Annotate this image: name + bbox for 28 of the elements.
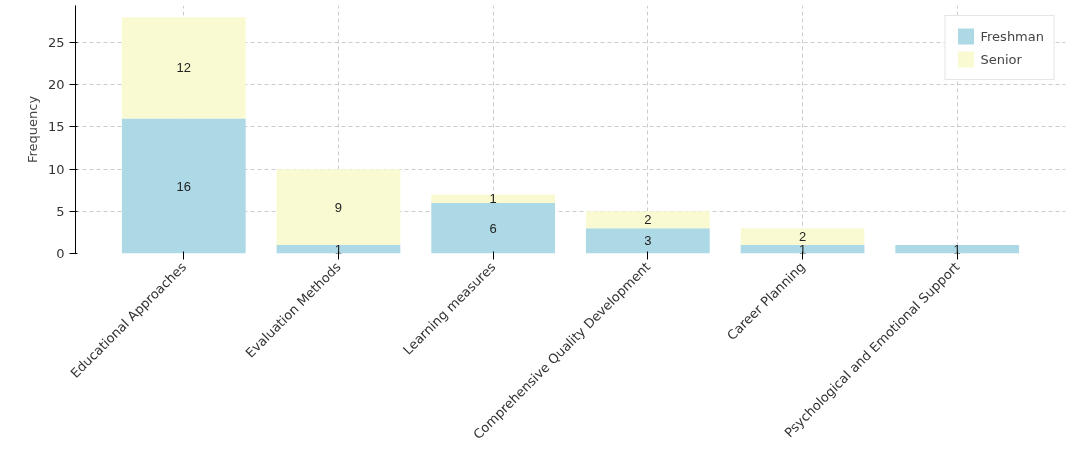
y-tick-label: 25 bbox=[47, 35, 65, 51]
data-label: 1 bbox=[489, 191, 497, 207]
bar bbox=[121, 17, 246, 119]
bar bbox=[585, 228, 710, 254]
data-label: 16 bbox=[176, 178, 192, 194]
legend-label: Freshman bbox=[980, 28, 1044, 44]
data-label: 12 bbox=[176, 60, 192, 76]
y-tick-label: 0 bbox=[56, 246, 65, 261]
y-axis-title: Frequency bbox=[24, 95, 40, 164]
data-label: 2 bbox=[798, 229, 807, 245]
data-label: 2 bbox=[644, 212, 652, 228]
bar bbox=[740, 245, 865, 254]
bar bbox=[740, 228, 865, 246]
legend-label: Senior bbox=[980, 51, 1022, 67]
y-tick-label: 10 bbox=[47, 161, 65, 177]
data-label: 3 bbox=[644, 233, 652, 249]
y-tick-label: 15 bbox=[47, 119, 65, 135]
bar bbox=[431, 202, 556, 254]
y-tick-label: 20 bbox=[47, 77, 65, 93]
bar bbox=[276, 169, 401, 246]
bar bbox=[895, 245, 1020, 254]
bar bbox=[585, 211, 710, 229]
bar bbox=[121, 118, 246, 254]
bar bbox=[431, 194, 556, 203]
data-label: 6 bbox=[489, 220, 497, 236]
bar bbox=[276, 245, 401, 254]
y-tick-label: 5 bbox=[56, 203, 65, 219]
data-label: 9 bbox=[334, 199, 343, 215]
